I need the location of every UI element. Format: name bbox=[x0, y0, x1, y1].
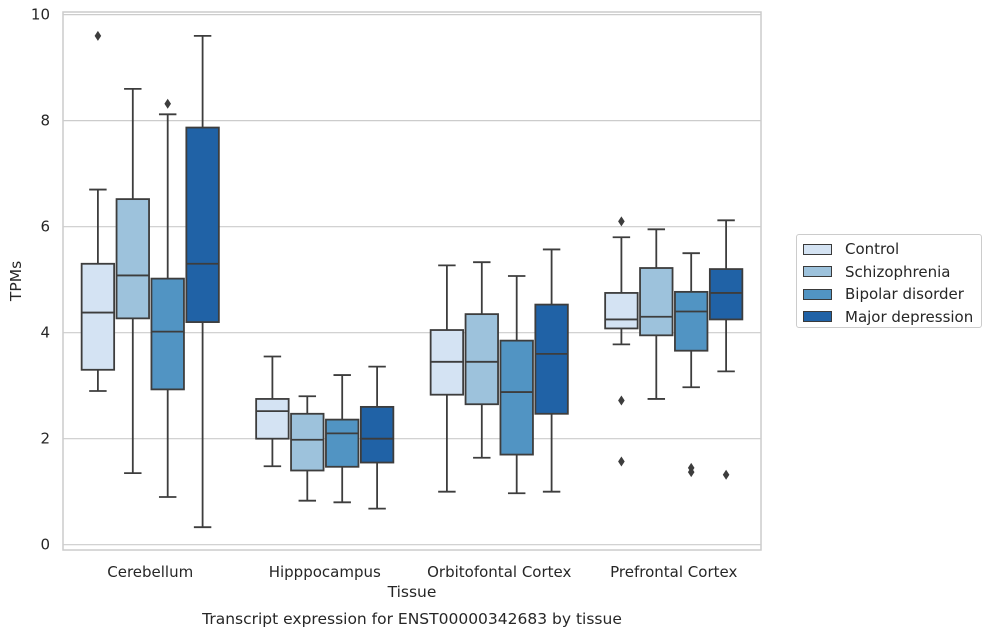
box-iqr bbox=[325, 418, 360, 468]
box-iqr bbox=[674, 290, 709, 352]
box-iqr bbox=[499, 339, 534, 456]
box-schizophrenia bbox=[290, 395, 325, 502]
x-tick-label: Hipppocampus bbox=[269, 563, 381, 581]
y-tick-label: 10 bbox=[31, 6, 50, 24]
outlier-point bbox=[687, 467, 695, 478]
legend-label: Schizophrenia bbox=[845, 262, 951, 281]
box-iqr bbox=[80, 262, 116, 371]
y-tick-label: 8 bbox=[40, 112, 50, 130]
box-major-depression bbox=[708, 219, 744, 480]
box-control bbox=[604, 216, 639, 467]
box-iqr bbox=[185, 126, 220, 323]
outlier-point bbox=[618, 456, 625, 467]
box-iqr bbox=[150, 277, 185, 391]
box-schizophrenia bbox=[639, 228, 674, 400]
x-axis-label: Tissue bbox=[387, 583, 437, 601]
legend-item: Control bbox=[803, 238, 899, 260]
box-schizophrenia bbox=[115, 87, 150, 475]
x-tick-label: Orbitofontal Cortex bbox=[427, 563, 571, 581]
box-schizophrenia bbox=[464, 261, 499, 459]
legend-swatch bbox=[803, 288, 832, 300]
outlier-point bbox=[618, 395, 625, 406]
outlier-point bbox=[722, 469, 730, 480]
legend-swatch bbox=[803, 243, 832, 255]
x-tick-label: Cerebellum bbox=[107, 563, 193, 581]
y-tick-label: 2 bbox=[40, 430, 50, 448]
box-bipolar-disorder bbox=[150, 98, 185, 498]
legend-swatch bbox=[803, 266, 832, 277]
box-iqr bbox=[708, 268, 744, 321]
legend-item: Major depression bbox=[803, 306, 973, 328]
box-control bbox=[429, 264, 465, 493]
box-iqr bbox=[359, 405, 395, 464]
box-iqr bbox=[604, 292, 639, 330]
x-tick-label: Prefrontal Cortex bbox=[610, 563, 737, 581]
box-bipolar-disorder bbox=[325, 374, 360, 504]
box-iqr bbox=[639, 267, 674, 337]
box-control bbox=[80, 30, 116, 392]
legend-label: Control bbox=[845, 240, 900, 258]
legend-item: Bipolar disorder bbox=[803, 283, 964, 305]
y-axis-ticks: 0 2 4 6 8 10 bbox=[31, 6, 50, 554]
plot-frame bbox=[62, 11, 762, 551]
legend: Control Schizophrenia Bipolar disorder Majo… bbox=[796, 234, 982, 328]
legend-label: Major depression bbox=[845, 307, 974, 326]
box-iqr bbox=[255, 398, 290, 440]
box-iqr bbox=[290, 412, 325, 472]
y-tick-label: 6 bbox=[40, 218, 50, 236]
y-tick-label: 4 bbox=[40, 324, 50, 342]
box-major-depression bbox=[359, 365, 395, 510]
legend-swatch bbox=[803, 311, 832, 322]
box-control bbox=[255, 355, 290, 468]
outlier-point bbox=[164, 98, 171, 109]
box-iqr bbox=[464, 313, 499, 406]
box-major-depression bbox=[534, 248, 569, 493]
outlier-point bbox=[94, 30, 102, 41]
box-iqr bbox=[115, 198, 150, 320]
box-bipolar-disorder bbox=[499, 275, 534, 495]
y-tick-label: 0 bbox=[40, 536, 50, 554]
x-axis-ticks: Cerebellum Hipppocampus Orbitofontal Corte… bbox=[107, 563, 737, 581]
y-axis-label: TPMs bbox=[7, 261, 25, 302]
box-major-depression bbox=[185, 34, 220, 529]
legend-label: Bipolar disorder bbox=[845, 285, 964, 303]
outlier-point bbox=[618, 216, 625, 227]
box-series bbox=[80, 30, 744, 529]
chart-title: Transcript expression for ENST0000034268… bbox=[201, 610, 622, 628]
box-bipolar-disorder bbox=[674, 252, 709, 478]
box-iqr bbox=[534, 303, 569, 415]
legend-item: Schizophrenia bbox=[803, 261, 950, 283]
